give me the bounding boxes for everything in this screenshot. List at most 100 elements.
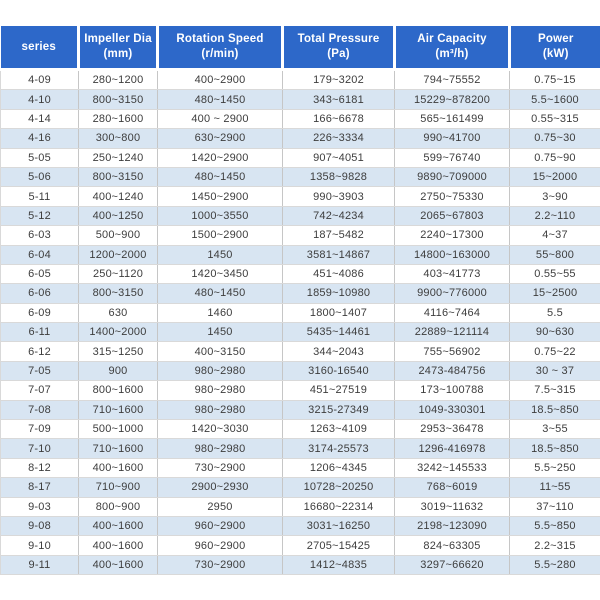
- table-body: 4-09 280~1200 400~2900 179~3202 794~75552 0.7…: [0, 69, 600, 576]
- table-cell-series: 7-10: [0, 438, 79, 459]
- table-cell-impeller-dia: 400~1250: [78, 206, 158, 227]
- table-row: 5-06 800~3150 480~1450 1358~9828 9890~709000…: [0, 167, 600, 188]
- table-cell-impeller-dia: 710~1600: [78, 400, 158, 421]
- fan-specifications-table: series Impeller Dia (mm) Rotation Speed (r/m…: [0, 26, 600, 576]
- table-cell-air-capacity: 794~75552: [394, 69, 510, 91]
- table-cell-rotation-speed: 1420~3030: [157, 419, 283, 440]
- table-cell-air-capacity: 768~6019: [394, 477, 510, 498]
- table-cell-power: 5.5~250: [509, 458, 600, 479]
- column-label: Rotation Speed: [176, 33, 264, 45]
- table-cell-power: 3~90: [509, 186, 600, 207]
- table-row: 4-16 300~800 630~2900 226~3334 990~41700 0.75…: [0, 128, 600, 149]
- column-label: Impeller Dia: [84, 33, 152, 45]
- table-row: 8-17 710~900 2900~2930 10728~20250 768~6019 1…: [0, 477, 600, 498]
- table-cell-power: 15~2000: [509, 167, 600, 188]
- table-cell-series: 7-07: [0, 380, 79, 401]
- table-cell-power: 18.5~850: [509, 438, 600, 459]
- specs-table-container: series Impeller Dia (mm) Rotation Speed (r/m…: [0, 26, 600, 576]
- table-cell-impeller-dia: 800~3150: [78, 89, 158, 110]
- table-cell-total-pressure: 1412~4835: [282, 555, 395, 576]
- table-cell-total-pressure: 742~4234: [282, 206, 395, 227]
- table-row: 4-09 280~1200 400~2900 179~3202 794~75552 0.7…: [0, 69, 600, 91]
- column-label: Power: [537, 33, 574, 45]
- table-cell-impeller-dia: 315~1250: [78, 341, 158, 362]
- table-cell-air-capacity: 14800~163000: [394, 245, 510, 265]
- column-label: series: [21, 40, 56, 53]
- table-cell-series: 6-06: [0, 283, 79, 304]
- table-cell-series: 5-05: [0, 148, 79, 168]
- table-cell-impeller-dia: 800~3150: [78, 167, 158, 188]
- table-cell-impeller-dia: 710~1600: [78, 438, 158, 459]
- table-cell-series: 6-03: [0, 225, 79, 246]
- table-row: 8-12 400~1600 730~2900 1206~4345 3242~145533…: [0, 458, 600, 479]
- table-cell-impeller-dia: 250~1240: [78, 148, 158, 168]
- table-cell-rotation-speed: 2950: [157, 497, 283, 517]
- table-cell-power: 3~55: [509, 419, 600, 440]
- table-row: 9-08 400~1600 960~2900 3031~16250 2198~12309…: [0, 516, 600, 537]
- table-cell-rotation-speed: 980~2980: [157, 361, 283, 382]
- table-row: 6-09 630 1460 1800~1407 4116~7464 5.5: [0, 303, 600, 324]
- table-cell-series: 4-10: [0, 89, 79, 110]
- table-cell-power: 18.5~850: [509, 400, 600, 421]
- table-cell-power: 0.75~30: [509, 128, 600, 149]
- table-cell-series: 6-12: [0, 341, 79, 362]
- table-cell-series: 6-04: [0, 245, 79, 265]
- table-cell-total-pressure: 451~27519: [282, 380, 395, 401]
- table-row: 7-05 900 980~2980 3160-16540 2473-484756 30 ~…: [0, 361, 600, 382]
- table-cell-air-capacity: 9900~776000: [394, 283, 510, 304]
- table-cell-power: 5.5~1600: [509, 89, 600, 110]
- table-cell-rotation-speed: 1450: [157, 322, 283, 343]
- column-header-series: series: [0, 26, 79, 71]
- table-cell-series: 9-08: [0, 516, 79, 537]
- table-row: 5-11 400~1240 1450~2900 990~3903 2750~75330 3…: [0, 186, 600, 207]
- table-cell-total-pressure: 1358~9828: [282, 167, 395, 188]
- table-cell-power: 5.5: [509, 303, 600, 324]
- table-cell-power: 2.2~110: [509, 206, 600, 227]
- table-cell-power: 0.55~315: [509, 109, 600, 130]
- table-cell-rotation-speed: 400~2900: [157, 69, 283, 91]
- table-cell-power: 37~110: [509, 497, 600, 517]
- table-row: 6-05 250~1120 1420~3450 451~4086 403~41773 0.…: [0, 264, 600, 285]
- table-row: 7-09 500~1000 1420~3030 1263~4109 2953~36478…: [0, 419, 600, 440]
- table-cell-impeller-dia: 400~1600: [78, 516, 158, 537]
- column-label: Air Capacity: [417, 33, 487, 45]
- table-cell-series: 5-11: [0, 186, 79, 207]
- header-row: series Impeller Dia (mm) Rotation Speed (r/m…: [0, 26, 600, 71]
- table-cell-total-pressure: 226~3334: [282, 128, 395, 149]
- table-row: 9-10 400~1600 960~2900 2705~15425 824~63305 2…: [0, 535, 600, 556]
- table-row: 4-14 280~1600 400 ~ 2900 166~6678 565~161499…: [0, 109, 600, 130]
- table-cell-total-pressure: 3160-16540: [282, 361, 395, 382]
- column-label: Total Pressure: [297, 33, 380, 45]
- column-header-impeller-dia: Impeller Dia (mm): [77, 26, 158, 71]
- table-cell-total-pressure: 344~2043: [282, 341, 395, 362]
- table-cell-series: 4-09: [0, 69, 79, 91]
- table-cell-air-capacity: 403~41773: [394, 264, 510, 285]
- column-unit: (r/min): [201, 48, 239, 60]
- table-cell-total-pressure: 2705~15425: [282, 535, 395, 556]
- table-cell-rotation-speed: 630~2900: [157, 128, 283, 149]
- table-row: 6-12 315~1250 400~3150 344~2043 755~56902 0.7…: [0, 341, 600, 362]
- table-row: 7-07 800~1600 980~2980 451~27519 173~100788 7…: [0, 380, 600, 401]
- table-cell-impeller-dia: 900: [78, 361, 158, 382]
- table-cell-air-capacity: 599~76740: [394, 148, 510, 168]
- table-cell-rotation-speed: 480~1450: [157, 283, 283, 304]
- column-unit: (Pa): [327, 48, 350, 60]
- table-cell-power: 15~2500: [509, 283, 600, 304]
- table-cell-series: 7-05: [0, 361, 79, 382]
- table-cell-series: 5-06: [0, 167, 79, 188]
- table-cell-total-pressure: 3031~16250: [282, 516, 395, 537]
- column-unit: (m³/h): [435, 48, 469, 60]
- table-cell-rotation-speed: 730~2900: [157, 458, 283, 479]
- table-cell-impeller-dia: 1400~2000: [78, 322, 158, 343]
- table-cell-total-pressure: 3581~14867: [282, 245, 395, 265]
- column-header-rotation-speed: Rotation Speed (r/min): [156, 26, 283, 71]
- table-row: 5-05 250~1240 1420~2900 907~4051 599~76740 0.…: [0, 148, 600, 168]
- table-cell-total-pressure: 166~6678: [282, 109, 395, 130]
- table-cell-power: 0.75~15: [509, 69, 600, 91]
- table-cell-air-capacity: 1296-416978: [394, 438, 510, 459]
- table-cell-series: 4-16: [0, 128, 79, 149]
- table-cell-impeller-dia: 400~1240: [78, 186, 158, 207]
- table-cell-air-capacity: 9890~709000: [394, 167, 510, 188]
- table-cell-impeller-dia: 400~1600: [78, 555, 158, 576]
